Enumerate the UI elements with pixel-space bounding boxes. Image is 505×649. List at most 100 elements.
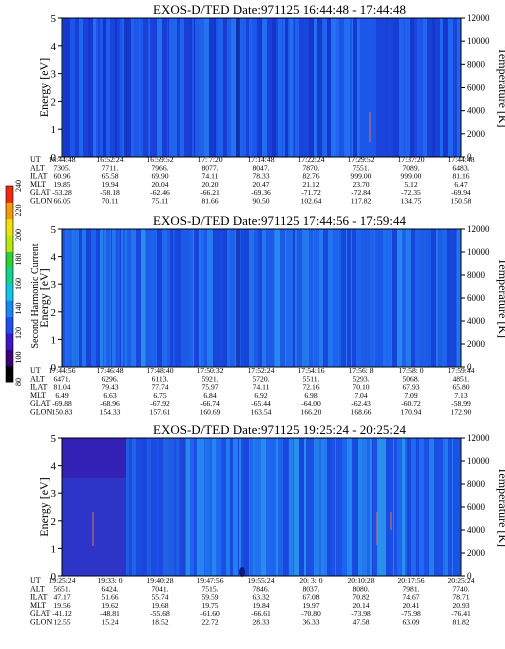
heatmap-streak [327,438,331,576]
heatmap-streak [162,18,167,157]
orbit-cell: 7966. [151,163,168,172]
heatmap-streak [386,438,390,576]
orbit-cell: 157.61 [150,408,171,417]
orbit-cell: 63.09 [402,618,419,627]
orbit-cell: -58.99 [451,399,471,408]
heatmap-streak [376,18,381,157]
orbit-cell: 19.75 [201,601,218,610]
orbit-cell: -41.12 [52,609,72,618]
orbit-cell: -66.74 [200,399,220,408]
y2-tick-label: 6000 [467,83,486,93]
heatmap-streak [435,18,440,157]
heatmap-streak [341,229,345,367]
orbit-cell: 77.74 [151,383,168,392]
orbit-row-label: ILAT [30,383,47,392]
heatmap-streak [365,229,370,367]
y2-tick-label: 12000 [467,224,490,234]
y-tick-label: 2 [51,96,57,108]
heatmap-streak [260,438,261,576]
orbit-cell: 16:59:52 [146,155,173,164]
orbit-cell: -66.61 [251,609,271,618]
heatmap-streak [351,438,352,576]
orbit-cell: 17:37:20 [397,155,424,164]
heatmap-streak [112,229,115,367]
y-tick-label: 2 [51,307,57,319]
orbit-cell: 19.62 [101,601,118,610]
heatmap-streak [259,18,261,157]
heatmap-streak [439,438,443,576]
heatmap-streak [68,229,69,367]
heatmap-streak [106,229,110,367]
heatmap-streak [167,18,168,157]
heatmap-streak [162,229,167,367]
heatmap-streak [110,229,111,367]
heatmap-streak [365,18,368,157]
heatmap-streak [336,438,341,576]
orbit-cell: 12.55 [53,618,70,627]
heatmap-streak [214,18,216,157]
heatmap-streak [368,18,371,157]
panel-2: EXOS-D/TED Date:971125 17:44:56 - 17:59:… [30,213,505,417]
heatmap-streak [319,438,321,576]
heatmap-streak [295,229,297,367]
colorbar-tick-label: 160 [14,278,23,290]
orbit-row-label: GLAT [30,399,51,408]
heatmap-streak [93,18,96,157]
orbit-cell: 72.16 [302,383,319,392]
heatmap-streak [106,18,107,157]
y-tick-label: 3 [51,69,57,81]
heatmap-streak [294,18,295,157]
y2-tick-label: 2000 [467,129,486,139]
heatmap-streak [79,229,82,367]
heatmap-streak [227,229,230,367]
orbit-cell: -58.18 [100,188,120,197]
heatmap-streak [374,229,375,367]
orbit-cell: 6.98 [304,391,317,400]
heatmap-streak [411,229,415,367]
y2-tick-label: 6000 [467,293,486,303]
heatmap-streak [373,438,377,576]
heatmap-streak [184,18,189,157]
heatmap-streak [289,229,293,367]
heatmap-streak [244,438,249,576]
heatmap-streak [151,229,156,367]
orbit-cell: 74.67 [402,593,419,602]
heatmap-streak [63,18,65,157]
orbit-row-label: UT [30,366,41,375]
orbit-row-label: MLT [30,180,46,189]
orbit-cell: 6.49 [55,391,68,400]
y-tick-label: 0 [51,152,57,164]
orbit-cell: -71.72 [301,188,321,197]
heatmap-streak [393,18,398,157]
orbit-cell: 6113. [152,374,169,383]
heatmap-streak [88,18,93,157]
heatmap-streak [185,438,190,576]
heatmap-streak [254,229,258,367]
heatmap-streak [199,229,201,367]
heatmap-streak [443,18,448,157]
heatmap-streak [423,229,426,367]
heatmap-streak [321,438,323,576]
heatmap-streak [450,229,454,367]
heatmap-streak [431,229,436,367]
orbit-cell: 81.04 [53,383,70,392]
heatmap-streak [272,18,276,157]
heatmap-streak [319,229,323,367]
orbit-cell: 8077. [201,163,218,172]
orbit-row-label: ILAT [30,172,47,181]
colorbar-label: Second Harmonic Current [30,243,41,348]
orbit-cell: 28.33 [252,618,269,627]
heatmap-streak [405,229,406,367]
y-tick-label: 1 [51,334,57,346]
orbit-cell: 18.52 [151,618,168,627]
colorbar-segment [6,284,13,301]
colorbar-segment [6,333,13,350]
heatmap-streak [266,438,271,576]
heatmap-streak [62,229,65,367]
colorbar-tick-label: 200 [14,229,23,241]
heatmap-streak [241,438,244,576]
heatmap-streak [202,229,204,367]
colorbar-segment [6,300,13,318]
orbit-cell: 22.72 [201,618,218,627]
y2-tick-label: 12000 [467,13,490,23]
